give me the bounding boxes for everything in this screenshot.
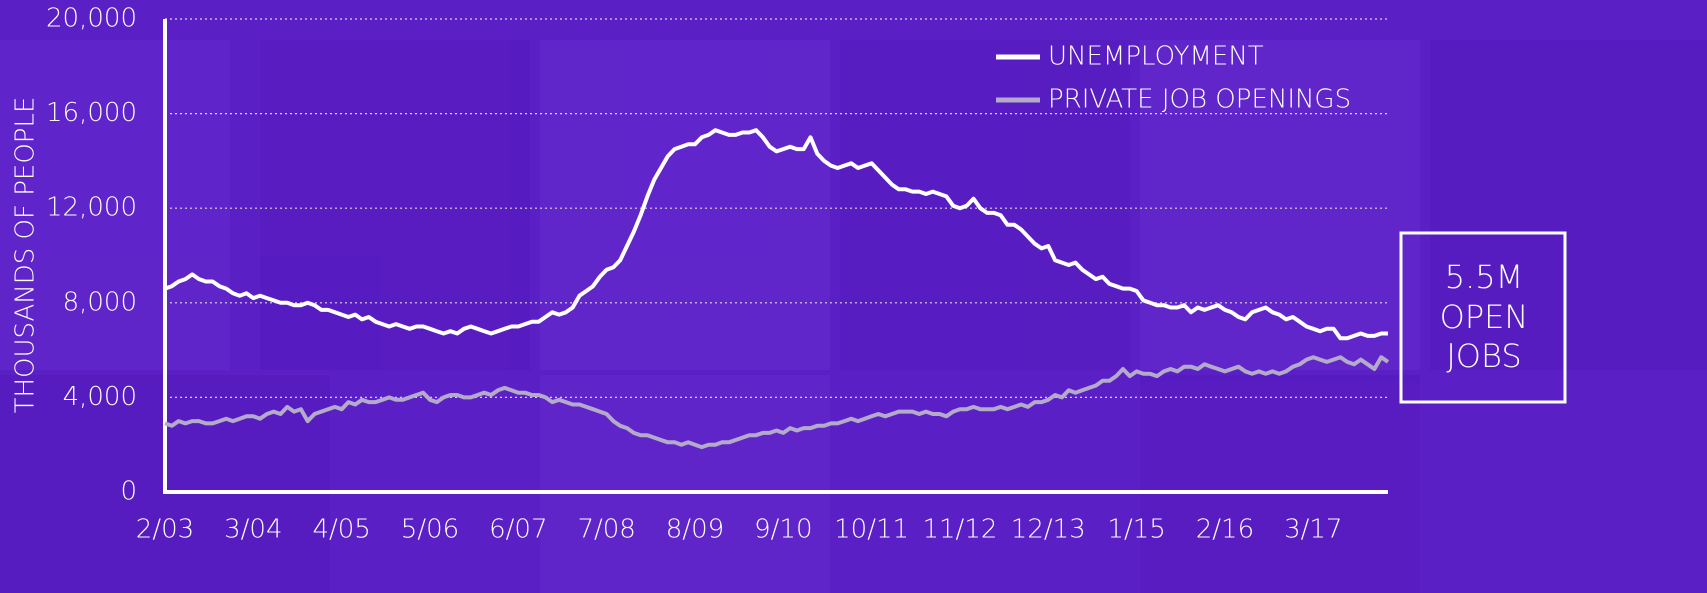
x-tick-label: 2/16 [1196,515,1254,545]
x-tick-label: 4/05 [312,515,370,545]
x-tick-label: 10/11 [834,515,909,545]
x-tick-label: 3/04 [224,515,282,545]
annotation-text: OPEN [1440,298,1529,336]
y-tick-label: 0 [120,477,137,507]
series-line [164,128,1388,341]
legend-label: PRIVATE JOB OPENINGS [1048,85,1351,115]
legend-label: UNEMPLOYMENT [1048,42,1264,72]
tile [840,40,1130,370]
x-tick-label: 1/15 [1107,515,1165,545]
series-line [164,355,1390,450]
annotation-text: 5.5M [1445,258,1524,296]
tile [1430,40,1707,370]
x-tick-label: 9/10 [754,515,812,545]
x-tick-label: 5/06 [401,515,459,545]
y-tick-label: 4,000 [63,382,137,412]
tile [260,40,530,370]
x-tick-label: 7/08 [577,515,635,545]
y-tick-label: 8,000 [63,287,137,317]
x-tick-label: 3/17 [1284,515,1342,545]
x-tick-label: 6/07 [489,515,547,545]
y-tick-label: 12,000 [46,193,137,223]
annotation-box [1399,231,1567,404]
y-tick-label: 16,000 [46,98,137,128]
x-tick-label: 12/13 [1011,515,1086,545]
x-tick-label: 2/03 [136,515,194,545]
annotation-text: JOBS [1446,337,1521,375]
tile [1140,375,1420,593]
x-tick-label: 11/12 [922,515,997,545]
background-tiles [0,40,1707,593]
y-axis-title: THOUSANDS OF PEOPLE [11,97,41,414]
tile [0,40,230,370]
tile [540,375,830,593]
y-tick-label: 20,000 [46,4,137,34]
x-tick-label: 8/09 [666,515,724,545]
tile [540,40,830,370]
